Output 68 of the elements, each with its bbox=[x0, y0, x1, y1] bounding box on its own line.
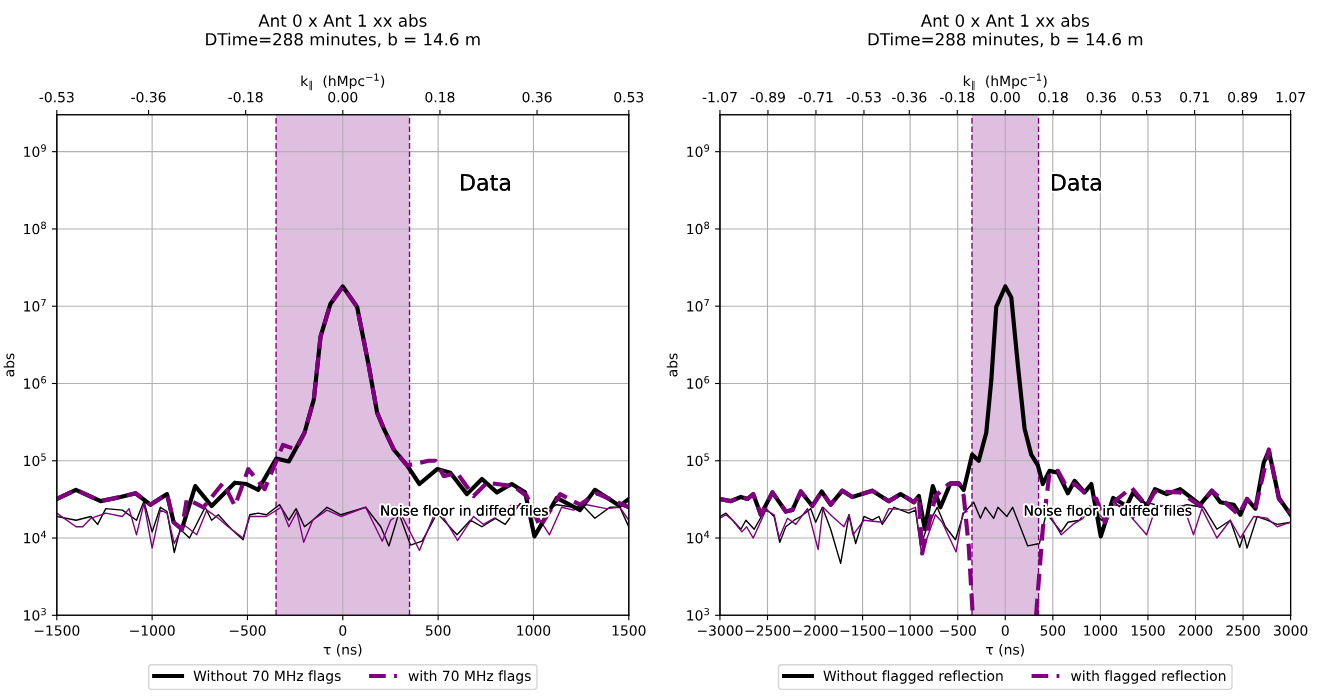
y-tick-label: 10$^{9}$ bbox=[24, 144, 46, 158]
x2-tick-label: 0.36 bbox=[522, 91, 552, 103]
y-tick-label: 10$^{8}$ bbox=[24, 221, 46, 235]
x-tick-label: −1500 bbox=[34, 625, 80, 636]
x2-tick-label: 0.00 bbox=[328, 91, 358, 103]
y-tick-label: 10$^{3}$ bbox=[687, 607, 709, 621]
annotation: Data bbox=[1051, 174, 1101, 191]
x-axis-title: τ (ns) bbox=[323, 644, 362, 657]
x-tick-label: −1500 bbox=[840, 625, 886, 636]
y-axis-title: abs bbox=[666, 353, 678, 377]
chart-title: Ant 0 x Ant 1 xx abs DTime=288 minutes, b = 14.6 m bbox=[206, 14, 480, 48]
y-tick-label: 10$^{4}$ bbox=[24, 530, 47, 544]
x2-tick-label: 1.07 bbox=[1276, 91, 1305, 103]
x-tick-label: 1500 bbox=[1131, 625, 1165, 636]
x-tick-label: −2500 bbox=[745, 625, 791, 636]
x2-tick-label: 0.53 bbox=[614, 91, 644, 103]
x2-tick-label: -0.71 bbox=[798, 91, 833, 103]
x2-tick-label: 0.18 bbox=[1038, 91, 1068, 103]
y-tick-label: 10$^{5}$ bbox=[687, 453, 709, 467]
y-tick-label: 10$^{3}$ bbox=[24, 607, 46, 621]
y-tick-label: 10$^{9}$ bbox=[687, 144, 710, 158]
x2-tick-label: -0.89 bbox=[750, 91, 785, 103]
y-tick-label: 10$^{4}$ bbox=[687, 530, 710, 544]
x-tick-label: −500 bbox=[229, 625, 266, 636]
x-tick-label: 0 bbox=[339, 625, 347, 636]
x-tick-label: 3000 bbox=[1274, 625, 1308, 636]
x2-tick-label: -0.53 bbox=[846, 91, 881, 103]
annotation: Data bbox=[461, 174, 510, 191]
x2-tick-label: 0.53 bbox=[1132, 91, 1161, 103]
x-tick-label: 500 bbox=[1040, 625, 1066, 636]
x-tick-label: 2000 bbox=[1178, 625, 1213, 636]
x-tick-label: −3000 bbox=[697, 625, 743, 636]
legend-label: with flagged reflection bbox=[1071, 670, 1226, 684]
x2-tick-label: -0.53 bbox=[39, 91, 74, 103]
x-tick-label: 2500 bbox=[1226, 625, 1260, 636]
x-tick-label: −1000 bbox=[888, 625, 933, 636]
x-tick-label: 1000 bbox=[517, 625, 551, 636]
x-tick-label: −500 bbox=[940, 625, 976, 636]
x-tick-label: 500 bbox=[425, 625, 451, 636]
x2-tick-label: -0.18 bbox=[939, 91, 975, 103]
y-tick-label: 10$^{7}$ bbox=[687, 298, 709, 312]
x2-tick-label: -1.07 bbox=[702, 91, 737, 103]
x-tick-label: 1500 bbox=[612, 625, 646, 636]
x2-tick-label: -0.36 bbox=[131, 91, 166, 103]
legend-label: Without flagged reflection bbox=[823, 670, 1003, 684]
x2-tick-label: 0.89 bbox=[1228, 91, 1258, 103]
y-axis-title: abs bbox=[3, 353, 15, 377]
x-tick-label: 1000 bbox=[1084, 625, 1118, 636]
x-tick-label: 0 bbox=[1001, 625, 1009, 636]
y-tick-label: 10$^{5}$ bbox=[24, 453, 46, 467]
chart-title: Ant 0 x Ant 1 xx abs DTime=288 minutes, b = 14.6 m bbox=[868, 14, 1143, 48]
x2-tick-label: 0.36 bbox=[1086, 91, 1116, 103]
x2-tick-label: -0.36 bbox=[891, 91, 927, 103]
x2-tick-label: 0.71 bbox=[1180, 91, 1209, 103]
legend-label: with 70 MHz flags bbox=[408, 670, 531, 684]
y-tick-label: 10$^{6}$ bbox=[24, 376, 47, 389]
y-tick-label: 10$^{7}$ bbox=[24, 298, 46, 312]
x2-tick-label: 0.00 bbox=[990, 91, 1020, 103]
x2-tick-label: -0.18 bbox=[228, 91, 263, 103]
x-tick-label: −1000 bbox=[130, 625, 175, 636]
x-tick-label: −2000 bbox=[793, 625, 838, 636]
x2-tick-label: 0.18 bbox=[425, 91, 455, 103]
text: k$_{∥}$ (hMpc$^{−1}$) bbox=[963, 73, 1047, 91]
y-tick-label: 10$^{6}$ bbox=[687, 376, 710, 389]
text: k$_{∥}$ (hMpc$^{−1}$) bbox=[301, 73, 385, 91]
x-axis-title: τ (ns) bbox=[986, 644, 1024, 657]
legend-label: Without 70 MHz flags bbox=[193, 670, 341, 684]
y-tick-label: 10$^{8}$ bbox=[687, 221, 710, 235]
